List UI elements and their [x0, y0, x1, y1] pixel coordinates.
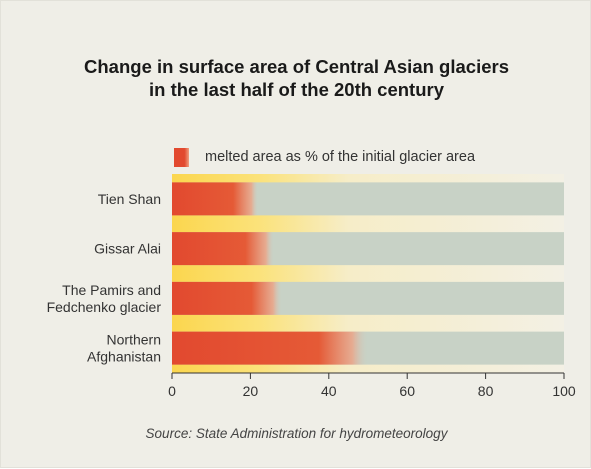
x-tick-label: 80 [478, 383, 494, 399]
chart-title-line-2: in the last half of the 20th century [148, 79, 444, 100]
category-label: The Pamirs and [62, 282, 161, 298]
category-label: Northern [107, 332, 161, 348]
x-tick-label: 40 [321, 383, 337, 399]
x-tick-label: 0 [168, 383, 176, 399]
category-label: Tien Shan [98, 191, 161, 207]
category-label: Gissar Alai [94, 241, 161, 257]
bar-melted [172, 182, 259, 216]
legend-swatch-melted [174, 148, 189, 167]
chart-title-line-1: Change in surface area of Central Asian … [84, 56, 509, 77]
chart-title: Change in surface area of Central Asian … [1, 55, 591, 101]
x-tick-label: 20 [243, 383, 259, 399]
bar-melted [172, 331, 369, 365]
legend-label: melted area as % of the initial glacier … [205, 149, 476, 165]
bar-melted [172, 232, 275, 266]
category-label: Fedchenko glacier [47, 299, 162, 315]
source-note: Source: State Administration for hydrome… [145, 426, 448, 441]
category-label: Afghanistan [87, 349, 161, 365]
x-tick-label: 60 [399, 383, 415, 399]
bar-melted [172, 281, 282, 315]
x-tick-label: 100 [552, 383, 576, 399]
